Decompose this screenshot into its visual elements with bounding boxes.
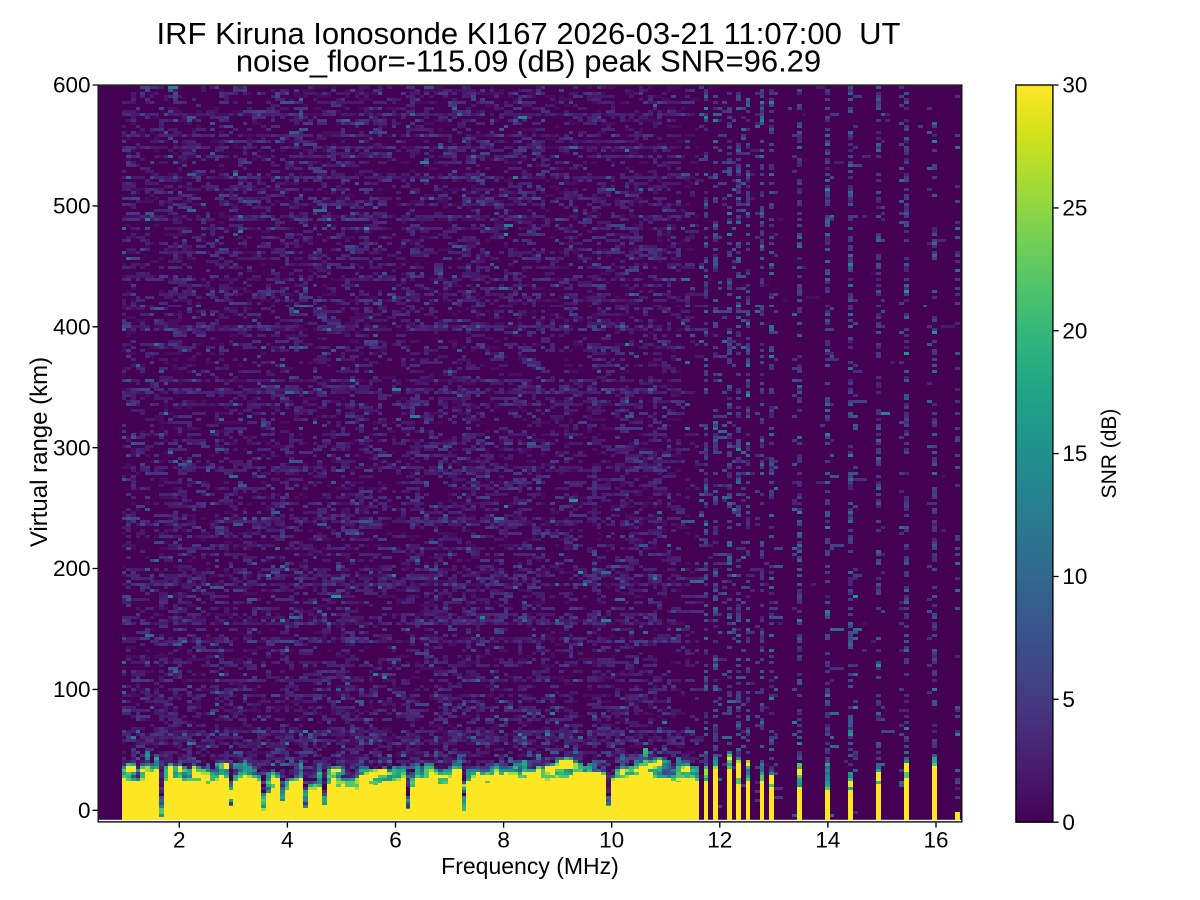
svg-text:6: 6 <box>389 828 402 853</box>
svg-text:2: 2 <box>173 828 186 853</box>
svg-text:500: 500 <box>53 194 91 219</box>
svg-text:20: 20 <box>1062 318 1087 343</box>
svg-text:IRF Kiruna Ionosonde KI167 202: IRF Kiruna Ionosonde KI167 2026-03-21 11… <box>157 16 901 51</box>
svg-text:600: 600 <box>53 73 91 98</box>
svg-text:14: 14 <box>815 828 840 853</box>
svg-text:noise_floor=-115.09 (dB) peak: noise_floor=-115.09 (dB) peak SNR=96.29 <box>236 44 821 79</box>
svg-text:15: 15 <box>1062 441 1087 466</box>
svg-text:16: 16 <box>923 828 948 853</box>
svg-text:8: 8 <box>497 828 510 853</box>
svg-text:0: 0 <box>1062 810 1075 835</box>
svg-text:30: 30 <box>1062 73 1087 98</box>
svg-text:Virtual range (km): Virtual range (km) <box>26 357 53 547</box>
svg-text:10: 10 <box>599 828 624 853</box>
svg-text:4: 4 <box>281 828 294 853</box>
svg-text:100: 100 <box>53 677 91 702</box>
svg-text:300: 300 <box>53 435 91 460</box>
svg-text:12: 12 <box>707 828 732 853</box>
svg-text:SNR (dB): SNR (dB) <box>1098 409 1121 499</box>
svg-text:0: 0 <box>78 798 91 823</box>
svg-text:10: 10 <box>1062 564 1087 589</box>
svg-text:400: 400 <box>53 315 91 340</box>
svg-text:5: 5 <box>1062 687 1075 712</box>
svg-text:200: 200 <box>53 556 91 581</box>
svg-text:25: 25 <box>1062 196 1087 221</box>
svg-text:Frequency (MHz): Frequency (MHz) <box>441 853 619 879</box>
